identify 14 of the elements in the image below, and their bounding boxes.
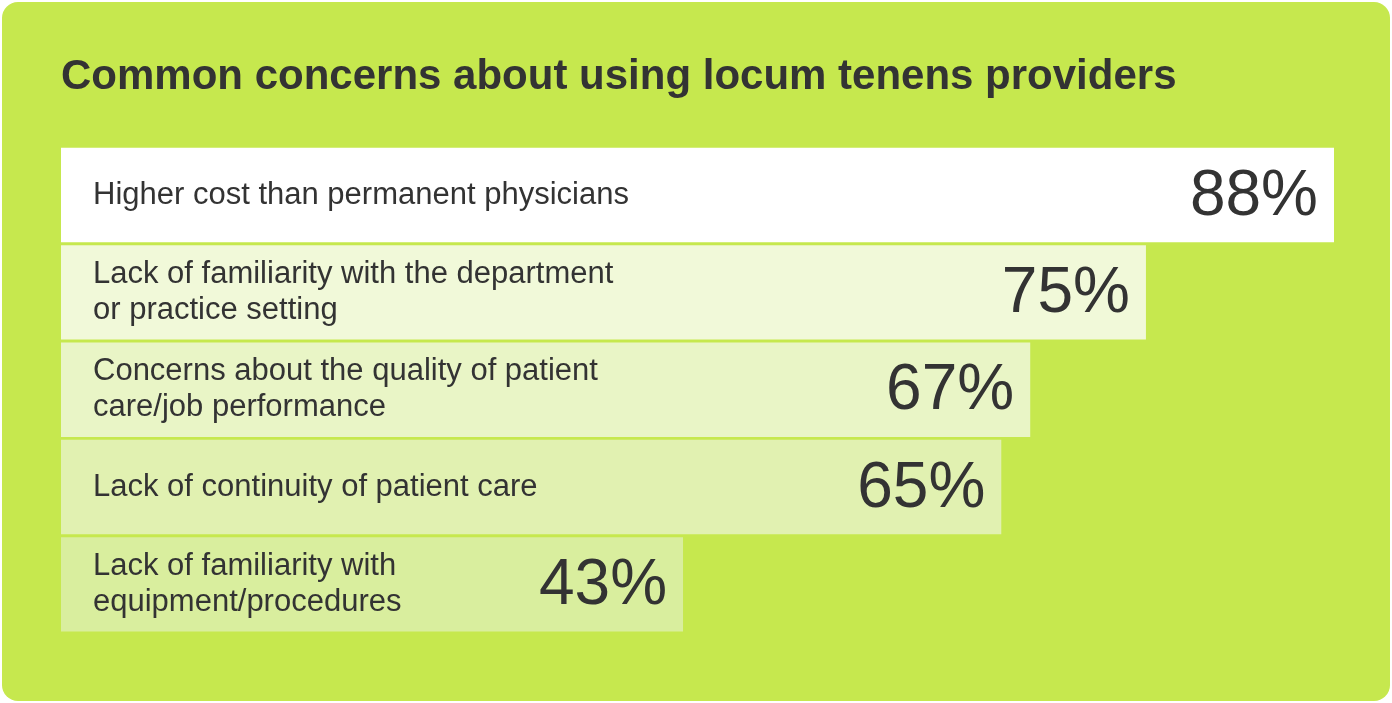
chart-title: Common concerns about using locum tenens providers	[61, 50, 1177, 98]
data-label: 67%	[886, 351, 1015, 424]
data-label: 65%	[857, 448, 986, 521]
y-tick-label: Concerns about the quality of patient care/job performance	[93, 352, 599, 424]
data-label: 43%	[538, 545, 668, 618]
y-tick-label: Lack of familiarity with the department or practice setting	[93, 254, 614, 326]
bar	[61, 439, 1002, 535]
bar	[61, 147, 1334, 243]
bar	[61, 245, 1146, 340]
data-label: 75%	[1001, 254, 1130, 327]
y-tick-label: Higher cost than permanent physicians	[93, 175, 629, 211]
y-tick-label: Lack of familiarity with equipment/procedures	[93, 546, 402, 618]
data-label: 88%	[1189, 156, 1318, 229]
y-tick-label: Lack of continuity of patient care	[93, 467, 538, 503]
